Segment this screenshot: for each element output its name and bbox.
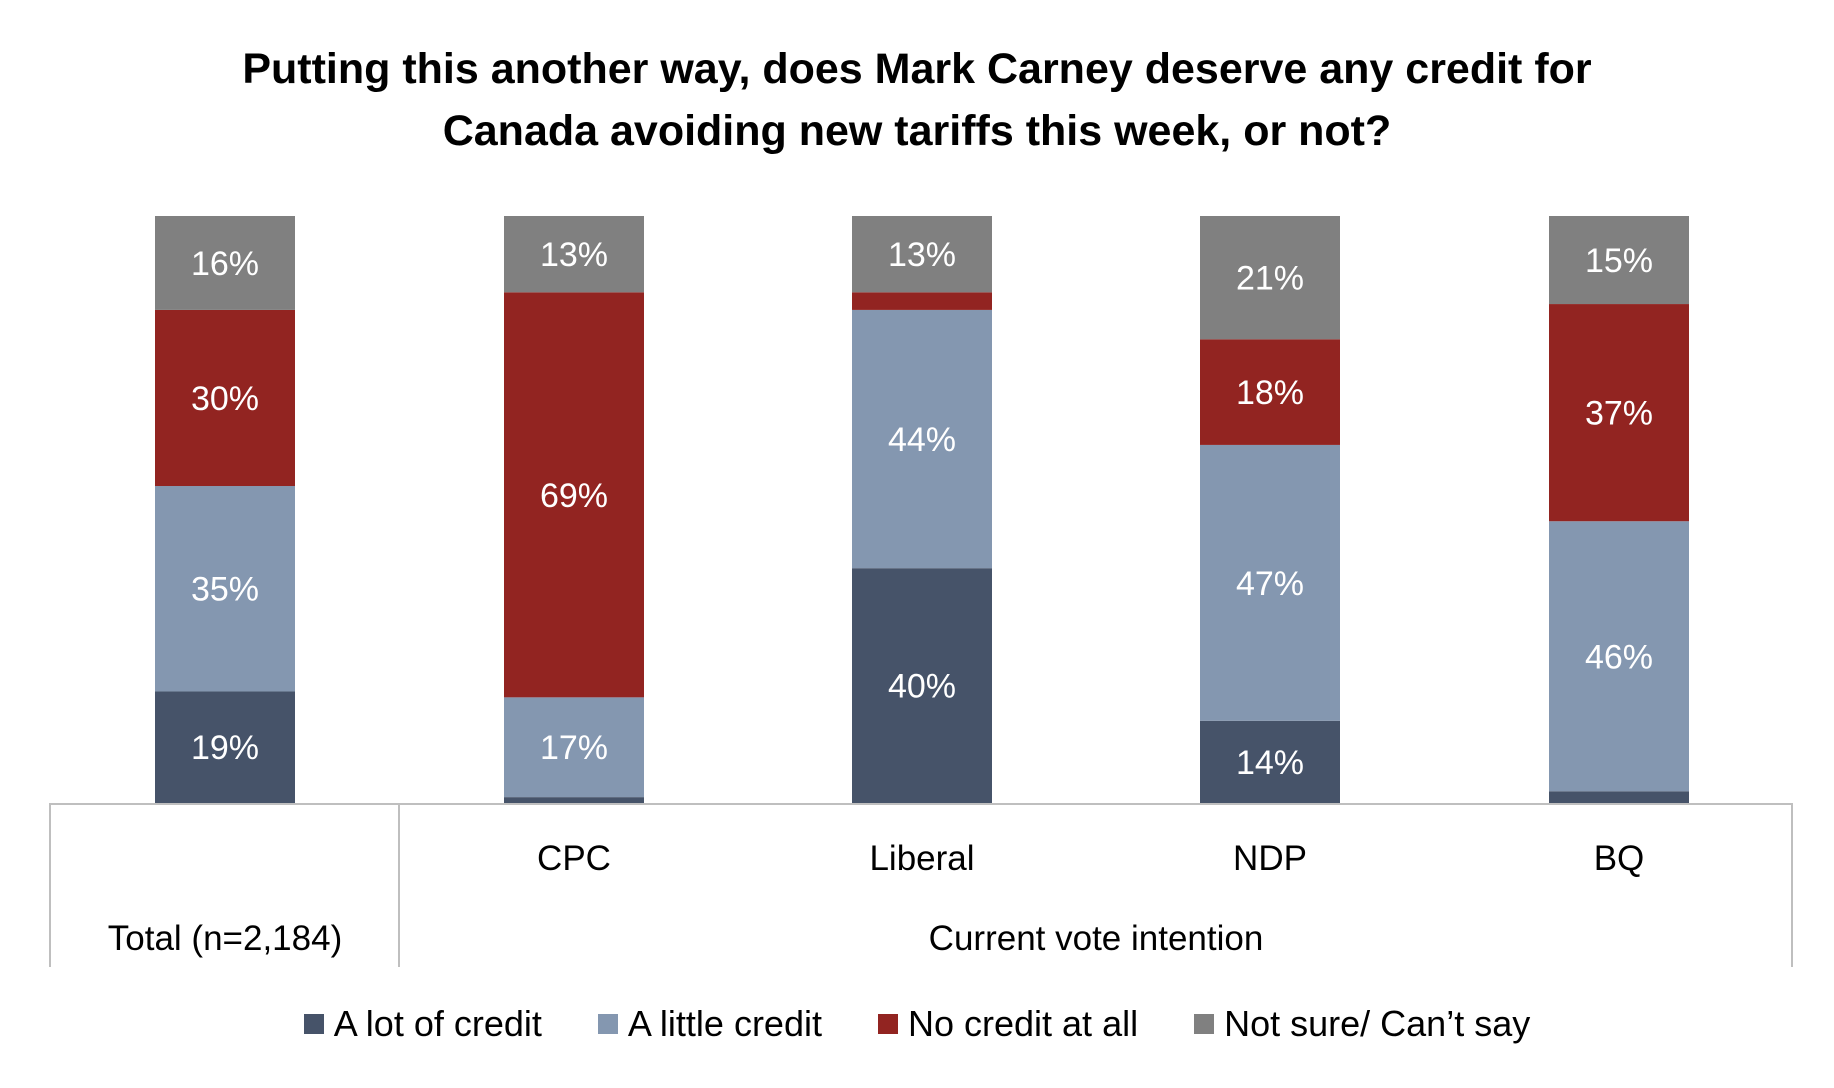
bar-segment-bq-not-sure-can-t-say	[1549, 216, 1689, 305]
legend-item-a-little-credit: A little credit	[597, 1003, 822, 1045]
bar-segment-cpc-a-little-credit	[504, 697, 644, 798]
bar-segment-liberal-no-credit-at-all	[852, 292, 992, 310]
data-label-cpc-not-sure-can-t-say: 13%	[540, 236, 608, 274]
category-label-ndp: NDP	[1233, 839, 1307, 878]
bar-segment-ndp-a-little-credit	[1200, 444, 1340, 721]
legend-label-a-lot-of-credit: A lot of credit	[333, 1003, 542, 1044]
group-label-vote-intention: Current vote intention	[929, 919, 1264, 958]
bar-segment-liberal-not-sure-can-t-say	[852, 216, 992, 293]
legend-swatch-a-little-credit	[597, 1014, 618, 1034]
legend-swatch-a-lot-of-credit	[303, 1014, 324, 1034]
bar-segment-cpc-not-sure-can-t-say	[504, 216, 644, 293]
category-label-liberal: Liberal	[869, 839, 974, 878]
bar-segment-total-a-lot-of-credit	[155, 691, 295, 803]
category-axis: CPC Liberal NDP BQ Total (n=2,184) Curre…	[49, 803, 1793, 967]
legend-item-no-credit-at-all: No credit at all	[877, 1003, 1139, 1045]
data-label-total-no-credit-at-all: 30%	[191, 380, 259, 418]
data-label-bq-not-sure-can-t-say: 15%	[1585, 242, 1653, 280]
data-label-ndp-not-sure-can-t-say: 21%	[1236, 260, 1304, 298]
legend-swatch-not-sure-can-t-say	[1194, 1014, 1215, 1034]
bar-segment-cpc-a-lot-of-credit	[504, 797, 644, 803]
data-label-bq-a-little-credit: 46%	[1585, 638, 1653, 676]
data-label-liberal-a-lot-of-credit: 40%	[888, 668, 956, 706]
legend-label-no-credit-at-all: No credit at all	[907, 1003, 1139, 1044]
legend-swatch-no-credit-at-all	[877, 1014, 898, 1034]
data-label-total-not-sure-can-t-say: 16%	[191, 245, 259, 283]
bar-segment-liberal-a-little-credit	[852, 309, 992, 569]
group-label-total: Total (n=2,184)	[108, 919, 342, 958]
bar-segment-bq-no-credit-at-all	[1549, 304, 1689, 522]
data-label-cpc-a-little-credit: 17%	[540, 729, 608, 767]
bar-segment-total-not-sure-can-t-say	[155, 216, 295, 310]
data-label-liberal-a-little-credit: 44%	[888, 421, 956, 459]
legend-label-a-little-credit: A little credit	[627, 1003, 822, 1044]
data-label-liberal-not-sure-can-t-say: 13%	[888, 236, 956, 274]
legend-label-not-sure-can-t-say: Not sure/ Can’t say	[1224, 1003, 1531, 1044]
data-label-bq-no-credit-at-all: 37%	[1585, 395, 1653, 433]
legend: A lot of credit A little credit No credit …	[0, 1003, 1834, 1045]
chart-title-line-2: Canada avoiding new tariffs this week, o…	[442, 107, 1392, 155]
bar-segment-bq-a-lot-of-credit	[1549, 791, 1689, 803]
legend-item-not-sure-can-t-say: Not sure/ Can’t say	[1194, 1003, 1530, 1045]
data-label-ndp-no-credit-at-all: 18%	[1236, 374, 1304, 412]
data-label-total-a-little-credit: 35%	[191, 571, 259, 609]
data-label-ndp-a-little-credit: 47%	[1236, 565, 1304, 603]
bar-segment-total-a-little-credit	[155, 486, 295, 692]
bar-segment-ndp-no-credit-at-all	[1200, 339, 1340, 445]
data-label-ndp-a-lot-of-credit: 14%	[1236, 744, 1304, 782]
bar-segment-cpc-no-credit-at-all	[504, 292, 644, 698]
data-label-total-a-lot-of-credit: 19%	[191, 729, 259, 767]
chart-title: Putting this another way, does Mark Carn…	[0, 38, 1834, 162]
bar-segment-ndp-a-lot-of-credit	[1200, 720, 1340, 803]
data-label-cpc-no-credit-at-all: 69%	[540, 477, 608, 515]
chart-title-line-1: Putting this another way, does Mark Carn…	[242, 45, 1592, 93]
bar-segment-liberal-a-lot-of-credit	[852, 568, 992, 803]
bar-segment-ndp-not-sure-can-t-say	[1200, 216, 1340, 340]
bar-segment-total-no-credit-at-all	[155, 309, 295, 487]
category-label-bq: BQ	[1594, 839, 1645, 878]
bars-layer: 19% 35% 30% 16% 17% 69% 13% 40% 44% 13% 14% 47% 18% 2…	[155, 216, 1689, 803]
bar-segment-bq-a-little-credit	[1549, 521, 1689, 792]
legend-item-a-lot-of-credit: A lot of credit	[303, 1003, 542, 1045]
category-label-cpc: CPC	[537, 839, 611, 878]
